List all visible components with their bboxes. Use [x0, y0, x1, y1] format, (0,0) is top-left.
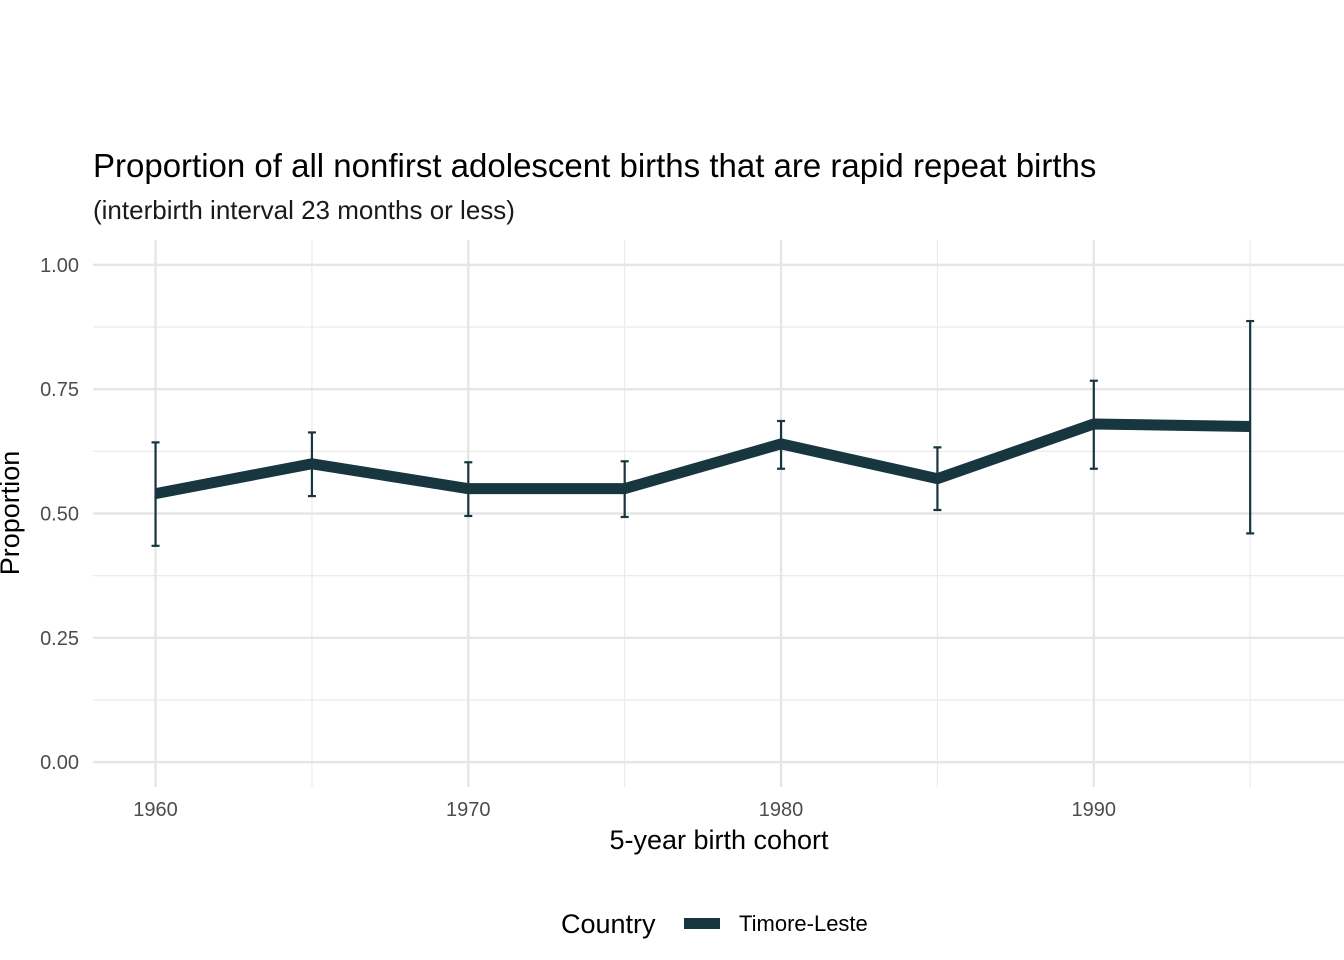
series-lines: [154, 418, 1251, 500]
x-tick-label: 1990: [1072, 799, 1117, 821]
legend: Country Timore-Leste: [561, 909, 868, 939]
error-bars: [151, 319, 1255, 547]
chart-title: Proportion of all nonfirst adolescent bi…: [93, 147, 1096, 184]
x-axis-title: 5-year birth cohort: [609, 825, 829, 855]
x-tick-label: 1980: [759, 799, 804, 821]
legend-label-timore-leste: Timore-Leste: [739, 911, 868, 936]
legend-key-timore-leste: [684, 918, 720, 929]
y-tick-label: 0.75: [40, 379, 79, 401]
y-tick-label: 0.00: [40, 752, 79, 774]
x-tick-label: 1960: [133, 799, 178, 821]
error-bar: [151, 441, 160, 547]
chart-subtitle: (interbirth interval 23 months or less): [93, 195, 515, 225]
x-axis-ticks: 1960 1970 1980 1990: [133, 799, 1116, 821]
y-tick-label: 0.50: [40, 504, 79, 526]
y-axis-title: Proportion: [0, 451, 25, 576]
series-line: [154, 418, 1251, 500]
major-gridlines: [93, 240, 1344, 787]
y-axis-ticks: 0.00 0.25 0.50 0.75 1.00: [40, 255, 79, 774]
error-bar: [1246, 319, 1255, 535]
x-tick-label: 1970: [446, 799, 491, 821]
y-tick-label: 0.25: [40, 628, 79, 650]
y-tick-label: 1.00: [40, 255, 79, 277]
legend-title: Country: [561, 909, 656, 939]
